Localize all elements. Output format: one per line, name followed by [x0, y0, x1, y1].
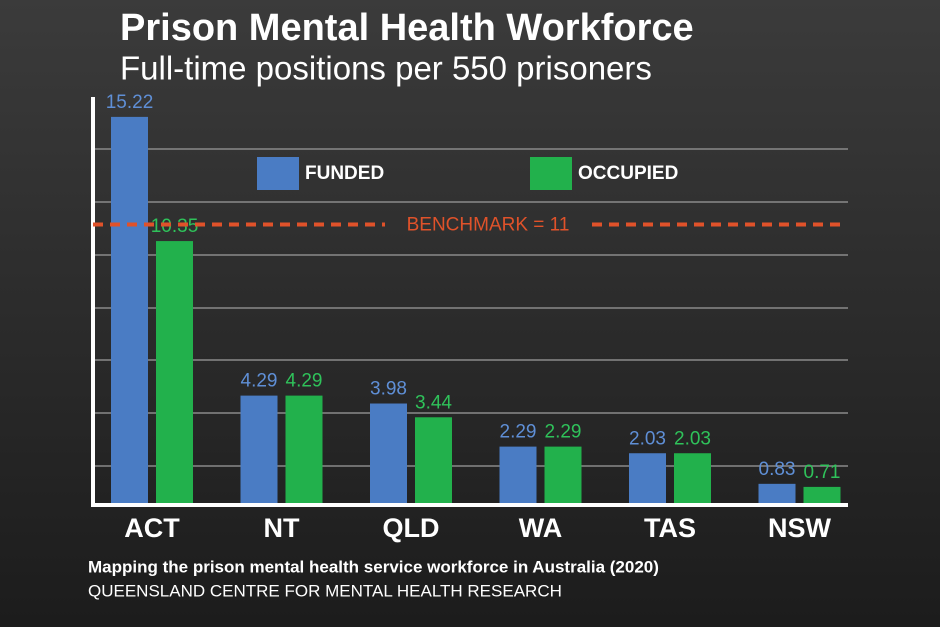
bar — [629, 453, 666, 505]
data-label: 3.98 — [370, 379, 407, 400]
data-label: 10.35 — [151, 216, 199, 237]
data-label: 15.22 — [106, 92, 154, 113]
bar — [499, 446, 537, 505]
bar — [803, 486, 841, 505]
bar — [156, 241, 193, 505]
source-title: Mapping the prison mental health service… — [88, 557, 659, 576]
legend-swatch — [530, 157, 572, 190]
data-label: 3.44 — [415, 392, 452, 413]
data-label: 2.29 — [500, 422, 537, 443]
bar — [415, 417, 452, 505]
chart-subtitle: Full-time positions per 550 prisoners — [120, 50, 652, 87]
chart-title: Prison Mental Health Workforce — [120, 7, 694, 49]
bar — [285, 395, 323, 505]
legend-label: OCCUPIED — [578, 163, 678, 184]
data-label: 0.71 — [804, 462, 841, 483]
bar — [370, 403, 407, 505]
data-label: 2.29 — [545, 422, 582, 443]
x-tick-label: QLD — [383, 513, 440, 543]
x-tick-label: TAS — [644, 513, 696, 543]
x-tick-label: NSW — [768, 513, 832, 543]
data-label: 2.03 — [674, 428, 711, 449]
benchmark-label: BENCHMARK = 11 — [407, 215, 570, 236]
data-label: 4.29 — [286, 371, 323, 392]
bar — [111, 116, 148, 505]
bar — [240, 395, 278, 505]
bar — [674, 453, 711, 505]
grid — [93, 148, 848, 467]
legend-label: FUNDED — [305, 163, 384, 184]
data-label: 0.83 — [759, 459, 796, 480]
x-tick-label: NT — [264, 513, 300, 543]
data-label: 2.03 — [629, 428, 666, 449]
source-org: QUEENSLAND CENTRE FOR MENTAL HEALTH RESE… — [88, 581, 562, 600]
bar — [758, 483, 796, 505]
x-tick-label: ACT — [124, 513, 180, 543]
bar — [544, 446, 582, 505]
x-tick-label: WA — [519, 513, 563, 543]
data-label: 4.29 — [241, 371, 278, 392]
legend-swatch — [257, 157, 299, 190]
